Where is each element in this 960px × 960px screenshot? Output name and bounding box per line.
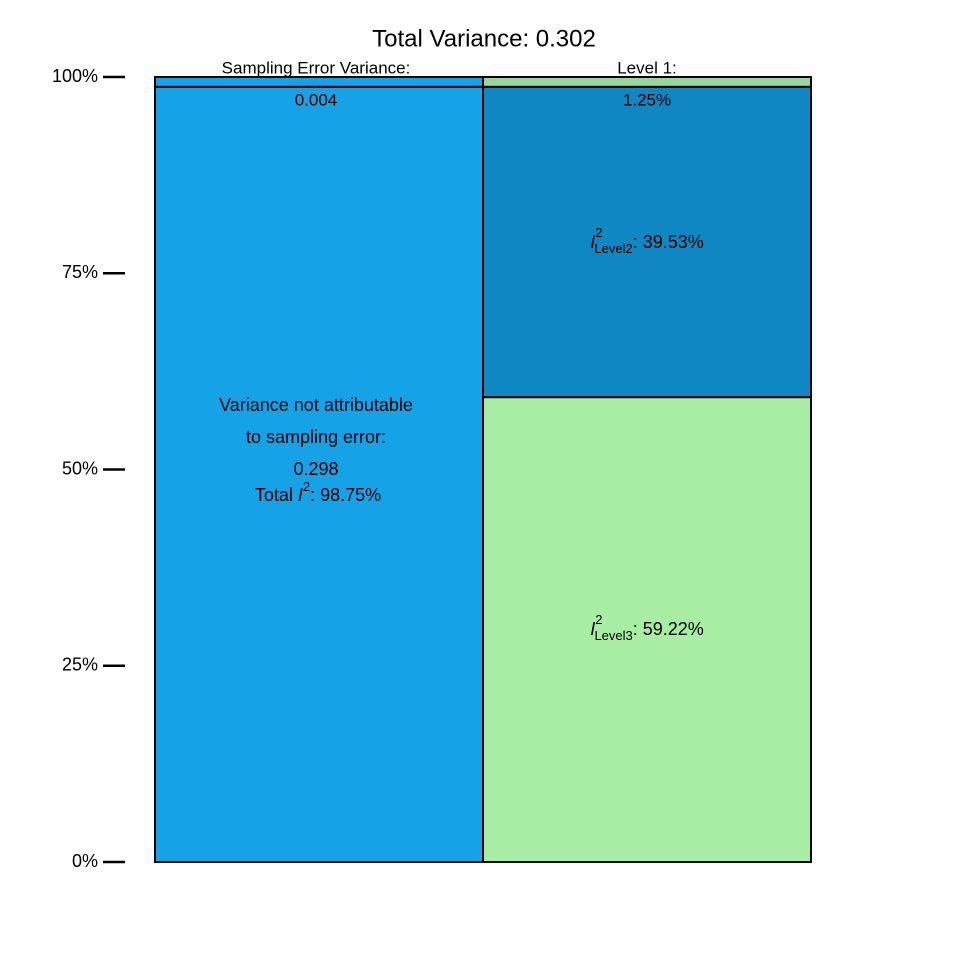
y-tick-label: 75% — [62, 262, 98, 282]
annotation-symbol: I — [298, 485, 303, 505]
bar-segment — [482, 76, 812, 88]
chart-title: Total Variance: 0.302 — [372, 25, 596, 52]
annotation-text: : 59.22% — [633, 619, 704, 639]
annotation: 1.25% — [623, 90, 671, 109]
annotation-text: Total — [255, 485, 298, 505]
annotation: Level 1: — [617, 58, 677, 77]
y-tick-label: 0% — [72, 851, 98, 871]
annotation-text: : 98.75% — [310, 485, 381, 505]
annotation-text: : 39.53% — [633, 232, 704, 252]
annotation: 0.298 — [293, 459, 338, 479]
y-tick-label: 50% — [62, 458, 98, 478]
bar-segment — [154, 76, 484, 88]
annotation-sub: Level3 — [594, 628, 632, 643]
annotation-symbol: I — [590, 232, 595, 252]
annotation-sup: 2 — [303, 479, 310, 494]
bar-segment — [154, 85, 484, 863]
annotation: I2 Level2: 39.53% — [590, 225, 704, 256]
y-tick-label: 25% — [62, 655, 98, 675]
annotation-sup: 2 — [595, 612, 602, 627]
annotation: 0.004 — [295, 90, 338, 109]
y-tick-label: 100% — [52, 66, 98, 86]
annotation: Variance not attributable — [219, 395, 413, 415]
annotation-sub: Level2 — [594, 241, 632, 256]
annotation: to sampling error: — [246, 427, 386, 447]
annotation: I2 Level3: 59.22% — [590, 612, 704, 643]
annotation-symbol: I — [590, 619, 595, 639]
annotation: Sampling Error Variance: — [222, 58, 411, 77]
annotation: Total I2: 98.75% — [255, 479, 381, 504]
annotation-sup: 2 — [595, 225, 602, 240]
bar-segment — [482, 396, 812, 863]
